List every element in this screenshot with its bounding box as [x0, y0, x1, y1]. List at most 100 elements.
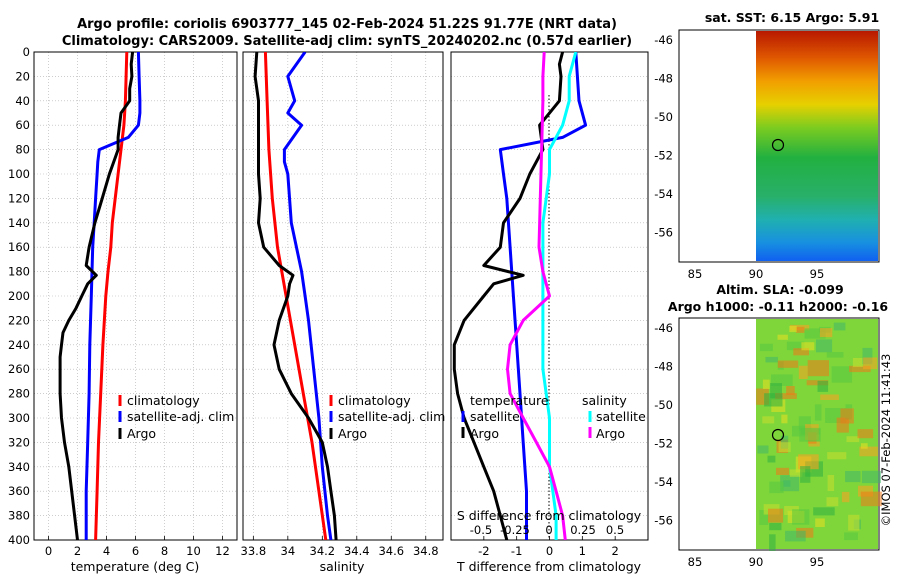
- y-tick-label: 280: [8, 387, 30, 401]
- x-tick-label: 1: [579, 544, 586, 558]
- y-tick-label: 160: [8, 240, 30, 254]
- lat-tick-label: -46: [654, 321, 673, 335]
- field-cell: [860, 443, 868, 449]
- temperature-tick-labels: 0 2 4 6 8 10 12: [45, 536, 230, 558]
- series-line-satellite-adj-clim: [84, 52, 142, 540]
- lat-tick-label: -52: [654, 437, 673, 451]
- temperature-lines: [58, 52, 142, 540]
- salinity-axes-frame: [242, 51, 444, 541]
- field-cell: [783, 480, 791, 487]
- field-cell: [795, 326, 805, 333]
- field-cell: [849, 365, 871, 373]
- field-cell: [861, 470, 881, 484]
- sla-map-title-line1: Altim. SLA: -0.099: [716, 282, 843, 297]
- difference-legend: temperature satellite Argo salinity sate…: [461, 393, 646, 441]
- legend-heading-temperature: temperature: [470, 393, 549, 408]
- temperature-legend: climatology satellite-adj. clim Argo: [118, 393, 234, 441]
- imos-watermark: ©IMOS 07-Feb-2024 11:41:43: [879, 354, 893, 527]
- series-line-climatology: [94, 52, 129, 540]
- field-cell: [844, 532, 858, 541]
- lat-tick-label: -54: [654, 475, 673, 489]
- field-cell: [769, 534, 776, 551]
- field-cell: [804, 328, 826, 339]
- legend-label-t-satellite: satellite: [470, 409, 520, 424]
- field-cell: [859, 446, 878, 457]
- y-tick-label: 120: [8, 191, 30, 205]
- s-tick-label: 0.25: [570, 523, 596, 537]
- difference-lines: [452, 52, 588, 540]
- field-cell: [798, 454, 819, 470]
- field-cell: [806, 380, 829, 386]
- field-cell: [768, 508, 784, 523]
- series-line-t-satellite: [498, 52, 588, 540]
- lon-tick-label: 85: [688, 555, 703, 569]
- y-tick-label: 80: [15, 143, 30, 157]
- field-cell: [793, 348, 809, 356]
- legend-label-argo: Argo: [338, 426, 367, 441]
- field-cell: [816, 339, 833, 353]
- field-cell: [792, 509, 810, 525]
- field-cell: [858, 485, 873, 497]
- lon-tick-label: 85: [688, 267, 703, 281]
- field-cell: [820, 394, 839, 400]
- field-cell: [769, 481, 784, 494]
- x-tick-label: 10: [186, 544, 201, 558]
- y-tick-label: 320: [8, 435, 30, 449]
- field-cell: [764, 393, 783, 407]
- field-cell: [757, 445, 769, 454]
- field-cell: [814, 404, 822, 421]
- field-cell: [831, 366, 853, 383]
- figure-title-line2: Climatology: CARS2009. Satellite-adj cli…: [62, 34, 632, 49]
- field-cell: [789, 469, 803, 477]
- x-tick-label: 33.8: [241, 544, 267, 558]
- field-cell: [781, 414, 788, 424]
- lat-tick-label: -56: [654, 226, 673, 240]
- sst-map-title: sat. SST: 6.15 Argo: 5.91: [705, 10, 879, 25]
- salinity-tick-labels: 33.8 34 34.2 34.4 34.6 34.8: [241, 536, 439, 558]
- lat-tick-label: -48: [654, 360, 673, 374]
- x-tick-label: 0: [546, 544, 553, 558]
- y-tick-label: 380: [8, 509, 30, 523]
- lat-tick-label: -48: [654, 72, 673, 86]
- sst-field-image: [756, 31, 878, 261]
- sla-map-panel: Altim. SLA: -0.099 Argo h1000: -0.11 h20…: [654, 282, 888, 569]
- x-tick-label: 8: [161, 544, 168, 558]
- field-cell: [817, 380, 829, 392]
- lon-tick-label: 95: [810, 555, 825, 569]
- sla-field-texture: [756, 322, 882, 551]
- field-cell: [771, 374, 793, 386]
- temperature-panel: 0204060801001201401601802002202402602803…: [8, 45, 238, 574]
- field-cell: [808, 441, 820, 447]
- salinity-grid: [243, 51, 443, 541]
- x-tick-label: -1: [511, 544, 522, 558]
- x-tick-label: 12: [215, 544, 230, 558]
- legend-label-argo: Argo: [127, 426, 156, 441]
- field-cell: [826, 352, 844, 358]
- field-cell: [848, 514, 860, 531]
- field-cell: [776, 467, 790, 475]
- sla-lat-tick-labels: -46 -48 -50 -52 -54 -56: [654, 321, 673, 528]
- field-cell: [784, 506, 799, 516]
- depth-tick-labels: 0 20 40 60 80 100 120 140 160 180 200 220 240 260 280 3…: [8, 45, 30, 547]
- legend-label-climatology: climatology: [338, 393, 411, 408]
- y-tick-label: 100: [8, 167, 30, 181]
- series-line-satellite-adj-clim: [282, 52, 333, 540]
- temperature-difference-tick-labels: -2 -1 0 1 2: [478, 536, 619, 558]
- y-tick-label: 340: [8, 460, 30, 474]
- field-cell: [863, 357, 878, 370]
- y-tick-label: 140: [8, 216, 30, 230]
- legend-heading-salinity: salinity: [582, 393, 627, 408]
- field-cell: [759, 510, 769, 525]
- sst-lat-tick-labels: -46 -48 -50 -52 -54 -56: [654, 33, 673, 240]
- field-cell: [815, 518, 825, 527]
- y-tick-label: 400: [8, 533, 30, 547]
- lat-tick-label: -54: [654, 187, 673, 201]
- temperature-grid: [34, 51, 237, 541]
- salinity-panel: 33.8 34 34.2 34.4 34.6 34.8 salinity climatol…: [241, 51, 445, 574]
- sla-map-title-line2: Argo h1000: -0.11 h2000: -0.16: [668, 299, 889, 314]
- salinity-lines: [253, 52, 338, 540]
- legend-label-t-argo: Argo: [470, 426, 499, 441]
- y-tick-label: 300: [8, 411, 30, 425]
- field-cell: [765, 356, 778, 363]
